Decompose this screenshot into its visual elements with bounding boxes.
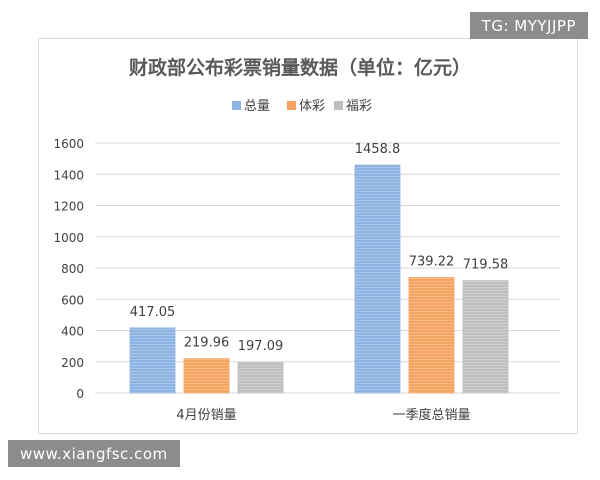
bar-福彩 xyxy=(237,361,284,394)
chart: 财政部公布彩票销量数据（单位：亿元） 总量 体彩 福彩 0 200 400 600 800 1… xyxy=(53,56,560,423)
y-tick-label: 600 xyxy=(61,293,84,307)
legend-swatch-体彩 xyxy=(287,101,296,110)
y-tick-label: 1400 xyxy=(53,168,84,182)
x-tick-label: 4月份销量 xyxy=(176,408,236,423)
y-tick-label: 200 xyxy=(61,356,84,370)
x-axis-ticks: 4月份销量 一季度总销量 xyxy=(176,407,470,423)
data-label: 719.58 xyxy=(463,258,509,273)
y-tick-label: 0 xyxy=(76,387,84,401)
data-label: 417.05 xyxy=(130,305,176,320)
data-labels: 417.05 219.96 197.09 1458.8 739.22 719.58 xyxy=(130,142,509,354)
legend-label: 体彩 xyxy=(299,99,325,114)
y-tick-label: 1600 xyxy=(53,137,84,151)
legend-swatch-福彩 xyxy=(334,101,343,110)
legend-label: 福彩 xyxy=(346,99,372,114)
bar-体彩 xyxy=(408,277,455,394)
y-tick-label: 1000 xyxy=(53,231,84,245)
bars xyxy=(129,164,509,394)
x-tick-label: 一季度总销量 xyxy=(392,407,470,423)
data-label: 219.96 xyxy=(184,336,230,351)
data-label: 739.22 xyxy=(409,254,455,269)
watermark-bottom: www.xiangfsc.com xyxy=(8,440,180,467)
legend-label: 总量 xyxy=(244,99,270,114)
y-tick-label: 800 xyxy=(61,262,84,276)
bar-福彩 xyxy=(462,280,509,394)
y-tick-label: 400 xyxy=(61,325,84,339)
y-axis-ticks: 0 200 400 600 800 1000 1200 1400 1600 xyxy=(53,137,84,401)
bar-体彩 xyxy=(183,358,230,394)
data-label: 197.09 xyxy=(238,339,284,354)
legend: 总量 体彩 福彩 xyxy=(232,99,372,114)
data-label: 1458.8 xyxy=(355,142,401,157)
bar-总量 xyxy=(354,164,401,394)
legend-swatch-总量 xyxy=(232,101,241,110)
y-tick-label: 1200 xyxy=(53,200,84,214)
watermark-top: TG: MYYJJPP xyxy=(469,12,588,39)
bar-总量 xyxy=(129,327,176,394)
chart-title: 财政部公布彩票销量数据（单位：亿元） xyxy=(129,56,471,79)
